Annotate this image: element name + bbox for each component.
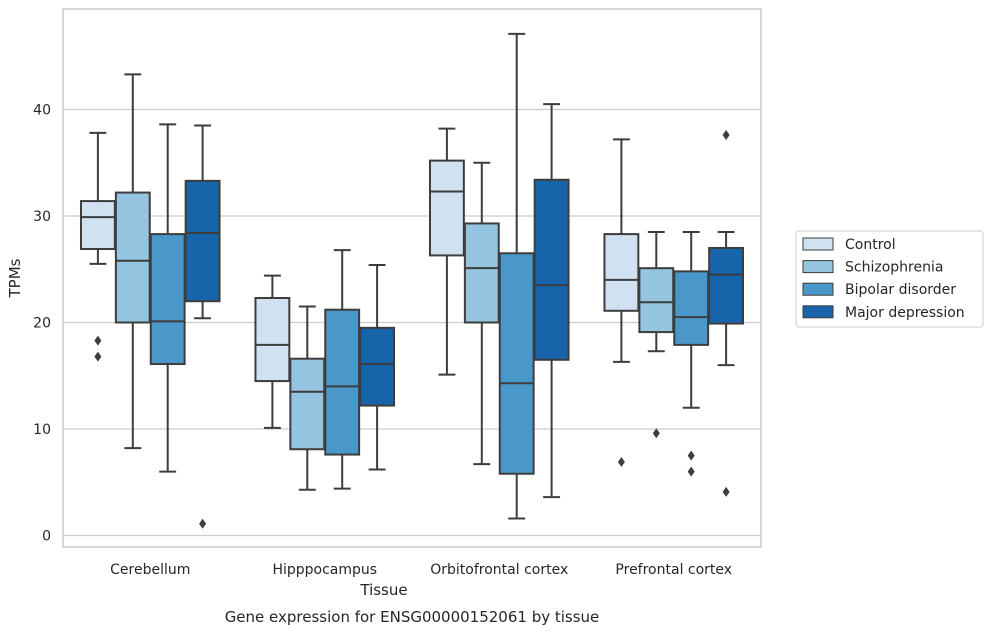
box-body xyxy=(603,233,640,312)
box-1-0 xyxy=(254,274,291,429)
box-body xyxy=(638,267,675,334)
box-0-2 xyxy=(149,123,186,473)
outlier-point xyxy=(687,450,695,461)
box-2-1 xyxy=(463,161,500,466)
outlier-point xyxy=(94,335,102,346)
box-0-1 xyxy=(114,73,151,450)
chart-caption: Gene expression for ENSG00000152061 by t… xyxy=(225,608,600,626)
box-body xyxy=(533,178,570,361)
outlier-point xyxy=(722,130,730,141)
y-tick-label: 30 xyxy=(33,209,51,225)
x-tick-label: Cerebellum xyxy=(110,562,190,578)
box-3-0 xyxy=(603,138,640,468)
y-tick-label: 0 xyxy=(42,529,51,545)
box-body xyxy=(359,326,396,407)
y-tick-labels: 0 10 20 30 40 xyxy=(33,103,51,545)
outlier-point xyxy=(722,486,730,497)
box-1-2 xyxy=(324,249,361,490)
legend-swatch xyxy=(802,237,834,251)
box-body xyxy=(79,200,116,251)
x-tick-labels: Cerebellum Hipppocampus Orbitofrontal cort… xyxy=(110,562,732,578)
box-body xyxy=(498,252,535,475)
box-body xyxy=(673,270,710,346)
box-2-3 xyxy=(533,103,570,499)
legend: Control Schizophrenia Bipolar disorder Majo… xyxy=(795,230,984,328)
outlier-point xyxy=(94,351,102,362)
legend-swatch xyxy=(802,260,834,274)
outlier-point xyxy=(687,466,695,477)
box-body xyxy=(184,179,221,303)
y-tick-label: 20 xyxy=(33,316,51,332)
box-plots xyxy=(79,32,745,529)
legend-label: Major depression xyxy=(845,305,965,321)
x-axis-title: Tissue xyxy=(359,581,407,599)
box-body xyxy=(114,191,151,324)
legend-label: Bipolar disorder xyxy=(845,282,956,298)
box-2-0 xyxy=(428,127,465,376)
box-body xyxy=(428,159,465,257)
legend-label: Schizophrenia xyxy=(845,260,943,276)
box-body xyxy=(289,357,326,451)
box-3-2 xyxy=(673,230,710,477)
y-axis-title: TPMs xyxy=(6,258,24,298)
outlier-point xyxy=(199,518,207,529)
box-body xyxy=(708,246,745,325)
box-body xyxy=(463,222,500,324)
box-0-3 xyxy=(184,124,221,529)
legend-label: Control xyxy=(845,237,896,253)
outlier-point xyxy=(617,457,625,468)
box-body xyxy=(324,308,361,456)
legend-swatch xyxy=(802,282,834,296)
box-1-3 xyxy=(359,263,396,471)
y-tick-label: 10 xyxy=(33,422,51,438)
legend-frame xyxy=(795,230,984,328)
box-2-2 xyxy=(498,32,535,520)
box-3-3 xyxy=(708,130,745,497)
x-tick-label: Orbitofrontal cortex xyxy=(430,562,568,578)
x-tick-label: Hipppocampus xyxy=(272,562,377,578)
outlier-point xyxy=(652,428,660,439)
legend-swatch xyxy=(802,305,834,319)
box-body xyxy=(254,297,291,383)
x-tick-label: Prefrontal cortex xyxy=(615,562,732,578)
box-1-1 xyxy=(289,305,326,491)
box-body xyxy=(149,233,186,366)
plot-frame xyxy=(62,8,762,548)
box-0-0 xyxy=(79,131,116,362)
box-3-1 xyxy=(638,230,675,439)
y-tick-label: 40 xyxy=(33,103,51,119)
